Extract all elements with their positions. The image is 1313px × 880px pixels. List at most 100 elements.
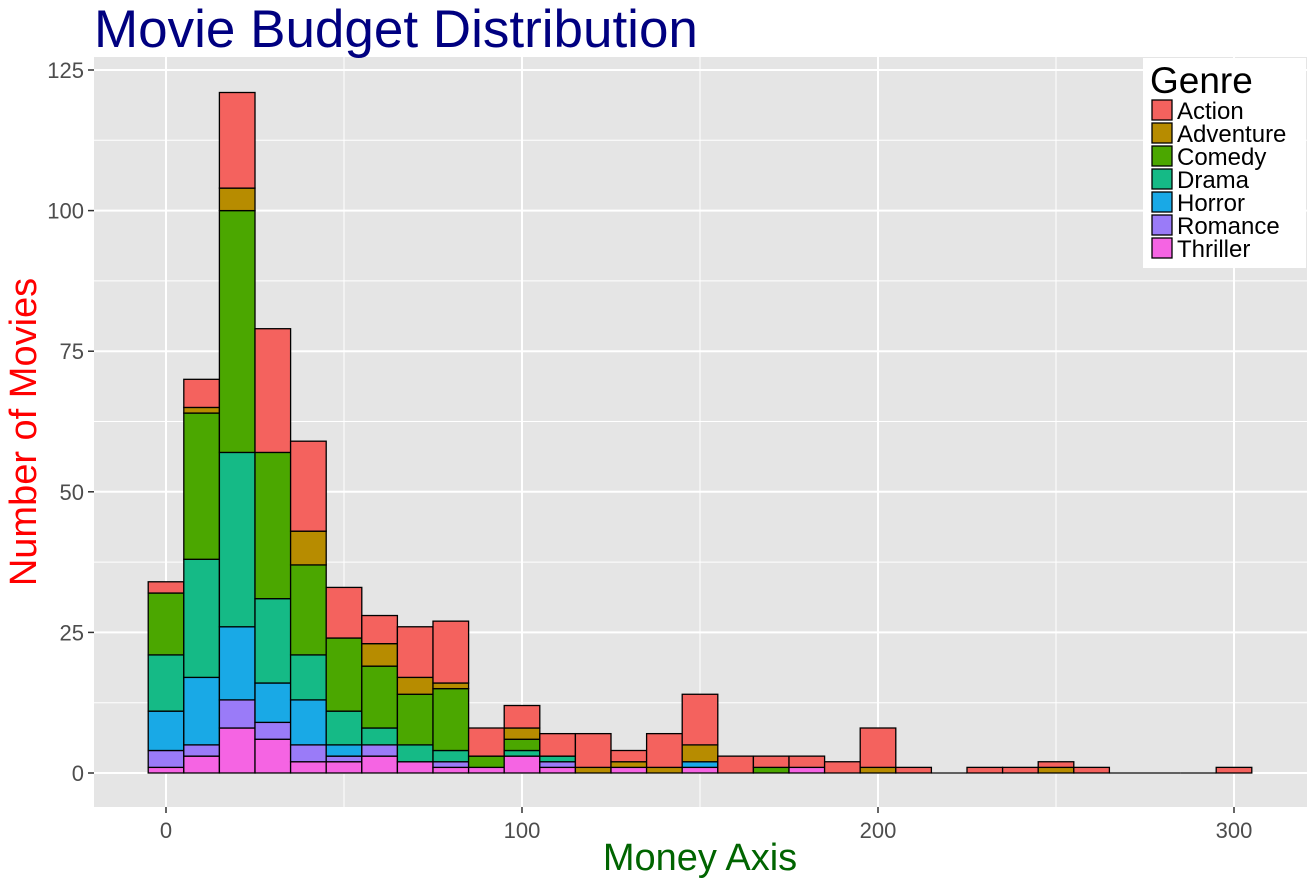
bar-segment-action — [183, 378, 221, 409]
bar-segment-drama — [147, 654, 185, 712]
bar-segment-romance — [539, 761, 577, 769]
x-tick-label: 100 — [504, 818, 541, 843]
bar-segment-thriller — [325, 761, 363, 774]
bar-segment-adventure — [681, 744, 719, 763]
bar-segment-action — [788, 755, 826, 769]
bar-segment-action — [218, 91, 256, 189]
bar-segment-action — [289, 440, 327, 532]
bar-segment-thriller — [147, 766, 185, 774]
bar-segment-drama — [289, 654, 327, 701]
bar-segment-action — [1073, 766, 1111, 774]
legend-swatch-drama — [1151, 168, 1173, 190]
bar-segment-action — [681, 693, 719, 746]
bar-segment-thriller — [396, 761, 434, 774]
bar-segment-thriller — [183, 755, 221, 774]
legend-swatch-comedy — [1151, 145, 1173, 167]
bar-segment-comedy — [361, 665, 399, 729]
bar-segment-comedy — [325, 637, 363, 712]
bar-segment-thriller — [432, 766, 470, 774]
bar-segment-drama — [183, 558, 221, 679]
bar-segment-horror — [254, 682, 292, 724]
x-tick-label: 0 — [160, 818, 172, 843]
bar-segment-drama — [361, 727, 399, 746]
y-axis-title: Number of Movies — [3, 278, 45, 586]
bar-segment-comedy — [254, 451, 292, 600]
bar-segment-romance — [361, 744, 399, 757]
bar-segment-romance — [325, 755, 363, 763]
bar-segment-drama — [503, 749, 541, 757]
bar-segment-adventure — [289, 530, 327, 566]
y-tick-label: 25 — [60, 620, 84, 645]
bar-segment-thriller — [788, 766, 826, 774]
y-tick-label: 75 — [60, 339, 84, 364]
legend-label-thriller: Thriller — [1177, 236, 1250, 263]
bar-segment-action — [859, 727, 897, 769]
bar-segment-action — [574, 732, 612, 769]
bar-segment-action — [254, 328, 292, 454]
bar-segment-romance — [218, 699, 256, 729]
bar-segment-thriller — [503, 755, 541, 774]
bar-segment-adventure — [361, 642, 399, 667]
bar-segment-drama — [396, 744, 434, 763]
chart-title: Movie Budget Distribution — [94, 0, 698, 59]
legend-swatch-action — [1151, 99, 1173, 121]
bar-segment-action — [432, 620, 470, 684]
bar-segment-thriller — [361, 755, 399, 774]
legend-label-horror: Horror — [1177, 190, 1245, 217]
bar-segment-action — [503, 704, 541, 729]
bar-segment-adventure — [432, 682, 470, 690]
bar-segment-romance — [254, 721, 292, 740]
bar-segment-horror — [289, 699, 327, 746]
x-tick-label: 200 — [860, 818, 897, 843]
bar-segment-adventure — [574, 766, 612, 774]
legend-items: ActionAdventureComedyDramaHorrorRomanceT… — [1151, 98, 1286, 263]
bar-segment-horror — [681, 761, 719, 769]
bar-segment-action — [610, 749, 648, 763]
bar-segment-adventure — [218, 187, 256, 212]
bar-segment-drama — [539, 755, 577, 763]
bar-segment-comedy — [432, 687, 470, 752]
histogram-bars — [147, 91, 1253, 774]
bar-segment-action — [823, 761, 861, 774]
legend-swatch-horror — [1151, 191, 1173, 213]
bar-segment-comedy — [752, 766, 790, 774]
y-tick-label: 125 — [47, 58, 84, 83]
x-axis-title: Money Axis — [603, 837, 797, 879]
bar-segment-thriller — [254, 738, 292, 774]
legend-label-romance: Romance — [1177, 213, 1280, 240]
bar-segment-action — [467, 727, 505, 757]
bar-segment-comedy — [503, 738, 541, 752]
bar-segment-horror — [147, 710, 185, 752]
bar-segment-adventure — [859, 766, 897, 774]
bar-segment-adventure — [183, 406, 221, 414]
legend-swatch-romance — [1151, 214, 1173, 236]
bar-segment-comedy — [396, 693, 434, 746]
bar-segment-action — [717, 755, 755, 774]
bar-segment-thriller — [467, 766, 505, 774]
bar-segment-drama — [254, 598, 292, 684]
bar-segment-romance — [289, 744, 327, 763]
legend-title: Genre — [1150, 60, 1253, 101]
bar-segment-horror — [218, 626, 256, 701]
y-tick-label: 50 — [60, 480, 84, 505]
bar-segment-action — [396, 626, 434, 679]
bar-segment-thriller — [218, 727, 256, 774]
bar-segment-comedy — [183, 412, 221, 560]
bar-segment-romance — [147, 749, 185, 769]
bar-segment-drama — [325, 710, 363, 746]
bar-segment-comedy — [147, 592, 185, 656]
bar-segment-thriller — [610, 766, 648, 774]
x-axis-ticks: 0 100 200 300 — [160, 807, 1252, 843]
y-tick-label: 0 — [72, 761, 84, 786]
bar-segment-adventure — [1037, 766, 1075, 774]
bar-segment-comedy — [467, 755, 505, 769]
bar-segment-romance — [183, 744, 221, 757]
bar-segment-action — [966, 766, 1004, 774]
bar-segment-thriller — [289, 761, 327, 774]
bar-segment-action — [752, 755, 790, 769]
bar-segment-horror — [183, 676, 221, 746]
legend-label-adventure: Adventure — [1177, 121, 1286, 148]
bar-segment-action — [1037, 761, 1075, 769]
bar-segment-romance — [432, 761, 470, 769]
